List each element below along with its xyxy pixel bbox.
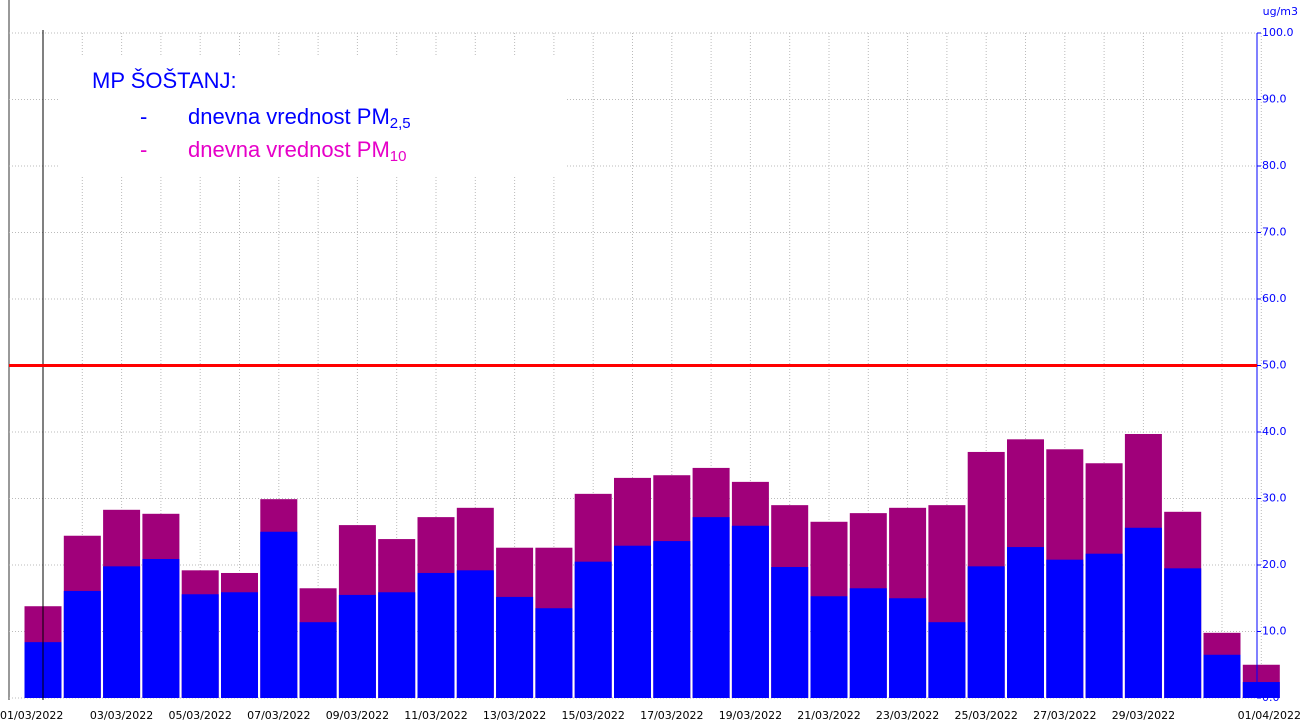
bar bbox=[967, 566, 1005, 698]
bar bbox=[1046, 559, 1084, 698]
x-tick-label: 17/03/2022 bbox=[640, 709, 703, 722]
x-tick-label: 27/03/2022 bbox=[1033, 709, 1096, 722]
y-tick-label: 60.0 bbox=[1262, 292, 1287, 305]
bar bbox=[889, 598, 927, 698]
bar bbox=[1124, 527, 1162, 698]
x-tick-label: 07/03/2022 bbox=[247, 709, 310, 722]
x-tick-label: 15/03/2022 bbox=[561, 709, 624, 722]
bar bbox=[142, 559, 180, 698]
bar bbox=[692, 517, 730, 698]
legend-dash: - bbox=[140, 104, 147, 129]
y-tick-label: 70.0 bbox=[1262, 226, 1287, 239]
bar bbox=[338, 594, 376, 698]
bar bbox=[103, 566, 141, 698]
bar bbox=[731, 525, 769, 698]
bar bbox=[849, 588, 887, 698]
bar bbox=[181, 594, 219, 698]
x-tick-label: 13/03/2022 bbox=[483, 709, 546, 722]
bar bbox=[928, 622, 966, 698]
legend-sub: 10 bbox=[390, 148, 407, 165]
x-tick-label: 25/03/2022 bbox=[954, 709, 1017, 722]
y-tick-label: 90.0 bbox=[1262, 93, 1287, 106]
y-tick-label: 80.0 bbox=[1262, 159, 1287, 172]
y-tick-label: 0.0 bbox=[1262, 691, 1280, 704]
y-tick-label: 50.0 bbox=[1262, 359, 1287, 372]
bar bbox=[810, 596, 848, 698]
x-tick-label: 09/03/2022 bbox=[326, 709, 389, 722]
x-tick-label: 11/03/2022 bbox=[404, 709, 467, 722]
bar bbox=[1164, 568, 1202, 698]
bar bbox=[260, 531, 298, 698]
y-tick-label: 100.0 bbox=[1262, 26, 1294, 39]
x-tick-label: 01/04/2022 bbox=[1238, 709, 1301, 722]
bars bbox=[24, 433, 1280, 698]
bar bbox=[221, 592, 258, 698]
bar bbox=[614, 545, 651, 698]
x-tick-label: 01/03/2022 bbox=[0, 709, 63, 722]
bar bbox=[378, 592, 416, 698]
bar bbox=[771, 566, 809, 698]
bar bbox=[496, 596, 534, 698]
bar bbox=[1007, 547, 1044, 698]
y-tick-label: 10.0 bbox=[1262, 625, 1287, 638]
legend-label: dnevna vrednost PM10 bbox=[188, 137, 406, 165]
x-tick-label: 05/03/2022 bbox=[168, 709, 231, 722]
bar bbox=[456, 570, 494, 698]
legend: - dnevna vrednost PM2,5 - dnevna vrednost P… bbox=[140, 104, 411, 165]
x-tick-label: 21/03/2022 bbox=[797, 709, 860, 722]
bar bbox=[299, 622, 337, 698]
bar bbox=[574, 561, 612, 698]
legend-box bbox=[60, 55, 565, 177]
legend-sub: 2,5 bbox=[390, 115, 411, 132]
bar bbox=[1242, 682, 1280, 698]
bar bbox=[535, 608, 573, 698]
legend-title: MP ŠOŠTANJ: bbox=[92, 68, 237, 93]
bar bbox=[653, 541, 691, 698]
legend-label: dnevna vrednost PM2,5 bbox=[188, 104, 411, 132]
y-unit: ug/m3 bbox=[1263, 5, 1298, 18]
bar bbox=[63, 590, 101, 698]
y-tick-label: 30.0 bbox=[1262, 492, 1287, 505]
y-tick-label: 40.0 bbox=[1262, 425, 1287, 438]
x-tick-label: 19/03/2022 bbox=[719, 709, 782, 722]
x-tick-label: 03/03/2022 bbox=[90, 709, 153, 722]
y-tick-label: 20.0 bbox=[1262, 558, 1287, 571]
bar bbox=[1203, 654, 1241, 698]
legend-dash: - bbox=[140, 137, 147, 162]
bar bbox=[417, 572, 455, 698]
legend-name: dnevna vrednost PM bbox=[188, 137, 390, 162]
bar bbox=[1085, 553, 1123, 698]
legend-name: dnevna vrednost PM bbox=[188, 104, 390, 129]
x-tick-label: 29/03/2022 bbox=[1112, 709, 1175, 722]
x-tick-label: 23/03/2022 bbox=[876, 709, 939, 722]
